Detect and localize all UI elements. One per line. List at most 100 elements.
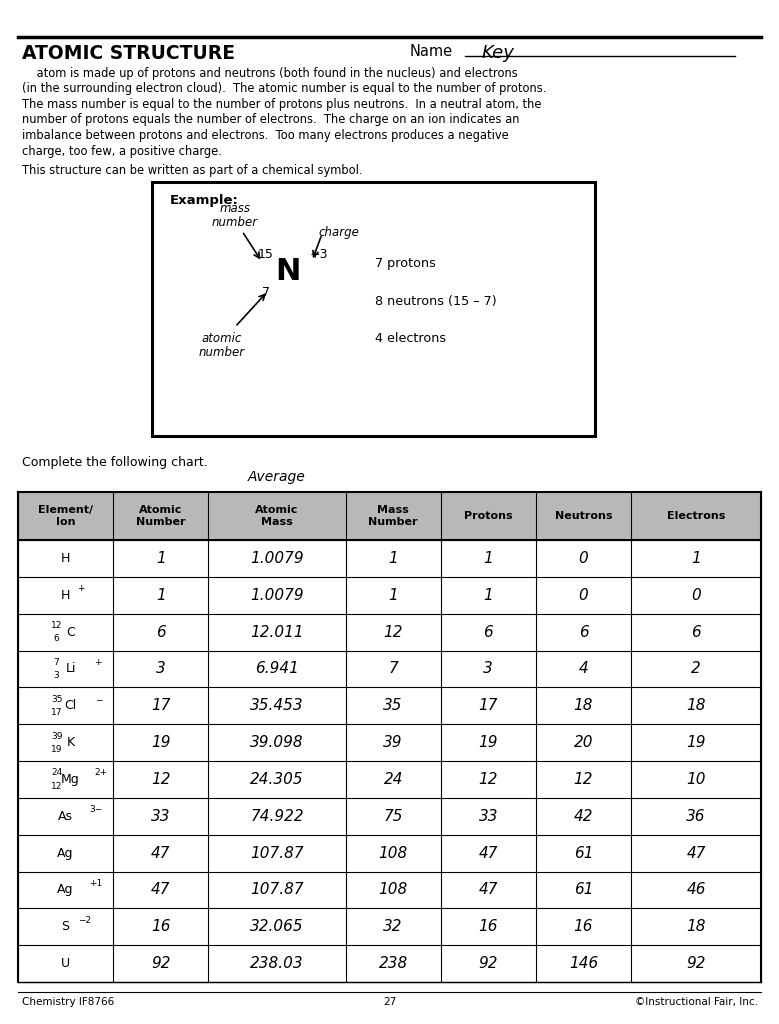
Text: 24.305: 24.305 (250, 772, 304, 786)
Text: 18: 18 (573, 698, 593, 714)
Text: 108: 108 (379, 883, 408, 897)
Text: 19: 19 (151, 735, 171, 751)
Text: atomic: atomic (202, 332, 242, 345)
Text: 47: 47 (151, 883, 171, 897)
Text: Neutrons: Neutrons (555, 511, 612, 521)
Text: 107.87: 107.87 (250, 846, 304, 860)
Text: 20: 20 (573, 735, 593, 751)
Text: 32.065: 32.065 (250, 920, 304, 934)
Text: Name: Name (410, 44, 453, 59)
Text: 12: 12 (573, 772, 593, 786)
Text: 12: 12 (151, 772, 171, 786)
Text: K: K (66, 736, 75, 750)
Text: 92: 92 (478, 956, 498, 971)
Text: 4: 4 (579, 662, 588, 677)
Text: 42: 42 (573, 809, 593, 823)
Text: 17: 17 (51, 708, 62, 717)
Text: 12: 12 (51, 622, 62, 630)
Text: 6: 6 (156, 625, 165, 640)
Text: Mass
Number: Mass Number (368, 505, 418, 527)
Text: H: H (61, 589, 70, 602)
Text: 18: 18 (686, 920, 706, 934)
Text: number: number (199, 346, 245, 359)
Text: 16: 16 (478, 920, 498, 934)
Text: This structure can be written as part of a chemical symbol.: This structure can be written as part of… (22, 164, 362, 177)
Text: Chemistry IF8766: Chemistry IF8766 (22, 997, 115, 1007)
Text: Atomic
Mass: Atomic Mass (256, 505, 298, 527)
Bar (152, 182, 595, 436)
Bar (18, 492, 761, 540)
Text: 92: 92 (686, 956, 706, 971)
Text: +1: +1 (90, 879, 103, 888)
Text: 75: 75 (383, 809, 403, 823)
Text: 1: 1 (389, 588, 398, 603)
Text: Cl: Cl (65, 699, 76, 713)
Text: 7: 7 (389, 662, 398, 677)
Text: 16: 16 (573, 920, 593, 934)
Text: 0: 0 (579, 588, 588, 603)
Text: Mg: Mg (62, 773, 80, 785)
Text: 3: 3 (484, 662, 493, 677)
Text: 35: 35 (383, 698, 403, 714)
Text: 74.922: 74.922 (250, 809, 304, 823)
Text: (in the surrounding electron cloud).  The atomic number is equal to the number o: (in the surrounding electron cloud). The… (22, 83, 546, 95)
Text: 33: 33 (478, 809, 498, 823)
Text: +: + (78, 585, 85, 593)
Text: 108: 108 (379, 846, 408, 860)
Text: 18: 18 (686, 698, 706, 714)
Text: +: + (94, 657, 102, 667)
Text: number: number (212, 216, 258, 229)
Text: 47: 47 (686, 846, 706, 860)
Text: 47: 47 (151, 846, 171, 860)
Text: 12.011: 12.011 (250, 625, 304, 640)
Text: 6: 6 (484, 625, 493, 640)
Text: 12: 12 (478, 772, 498, 786)
Text: Element/
Ion: Element/ Ion (38, 505, 93, 527)
Text: 17: 17 (151, 698, 171, 714)
Text: 19: 19 (51, 744, 62, 754)
Text: Ag: Ag (58, 884, 74, 896)
Text: −2: −2 (78, 915, 90, 925)
Text: ATOMIC STRUCTURE: ATOMIC STRUCTURE (22, 44, 235, 63)
Text: 39: 39 (383, 735, 403, 751)
Text: Protons: Protons (464, 511, 513, 521)
Text: 47: 47 (478, 883, 498, 897)
Text: 35: 35 (51, 694, 62, 703)
Text: 32: 32 (383, 920, 403, 934)
Text: 39.098: 39.098 (250, 735, 304, 751)
Text: Average: Average (248, 470, 306, 484)
Text: 12: 12 (383, 625, 403, 640)
Text: 19: 19 (686, 735, 706, 751)
Text: 19: 19 (478, 735, 498, 751)
Text: N: N (275, 257, 301, 287)
Text: As: As (58, 810, 73, 822)
Text: 27: 27 (383, 997, 397, 1007)
Text: 6: 6 (579, 625, 588, 640)
Text: 10: 10 (686, 772, 706, 786)
Text: Electrons: Electrons (667, 511, 725, 521)
Text: 0: 0 (691, 588, 701, 603)
Text: 7: 7 (54, 657, 59, 667)
Text: U: U (61, 957, 70, 970)
Text: Ag: Ag (58, 847, 74, 859)
Text: 46: 46 (686, 883, 706, 897)
Text: 12: 12 (51, 781, 62, 791)
Text: 61: 61 (573, 883, 593, 897)
Text: 1.0079: 1.0079 (250, 551, 304, 566)
Text: 2: 2 (691, 662, 701, 677)
Text: 1: 1 (156, 551, 165, 566)
Text: 107.87: 107.87 (250, 883, 304, 897)
Text: 238: 238 (379, 956, 408, 971)
Text: 146: 146 (569, 956, 598, 971)
Text: Atomic
Number: Atomic Number (136, 505, 185, 527)
Text: 1: 1 (484, 588, 493, 603)
Text: ©Instructional Fair, Inc.: ©Instructional Fair, Inc. (635, 997, 758, 1007)
Text: −: − (94, 694, 102, 703)
Text: charge, too few, a positive charge.: charge, too few, a positive charge. (22, 144, 222, 158)
Text: 1.0079: 1.0079 (250, 588, 304, 603)
Text: 1: 1 (156, 588, 165, 603)
Text: 0: 0 (579, 551, 588, 566)
Text: 24: 24 (383, 772, 403, 786)
Text: 47: 47 (478, 846, 498, 860)
Text: 8 neutrons (15 – 7): 8 neutrons (15 – 7) (375, 296, 497, 308)
